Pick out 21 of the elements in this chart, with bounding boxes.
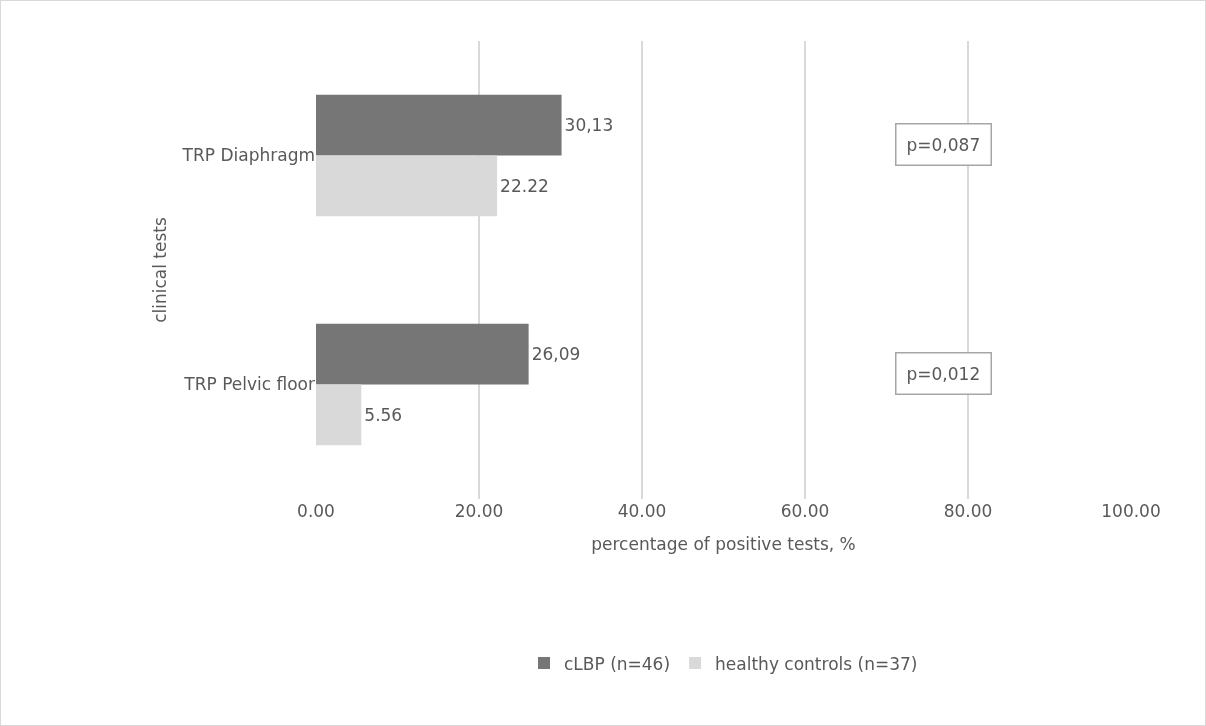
data-label: 30,13 [564,115,614,136]
y-tick-label: TRP Diaphragm [181,145,315,166]
y-axis-title: clinical tests [150,217,171,323]
bar [316,94,562,156]
x-axis-title: percentage of positive tests, % [591,534,856,555]
x-tick-label: 100.00 [1101,501,1161,521]
data-label: 5.56 [364,404,403,425]
x-tick-label: 40.00 [617,501,667,521]
x-tick-label: 80.00 [943,501,993,521]
x-tick-label: 60.00 [780,501,830,521]
bar [316,323,529,385]
data-label: 26,09 [531,344,581,365]
annotation: p=0,087 [906,134,981,155]
bar [316,384,362,446]
y-tick-label: TRP Pelvic floor [183,374,315,395]
x-tick-label: 20.00 [454,501,504,521]
annotation: p=0,012 [906,363,981,384]
data-label: 22.22 [500,175,549,196]
x-tick-label: 0.00 [297,501,335,521]
legend-label: healthy controls (n=37) [715,653,918,674]
legend-label: cLBP (n=46) [564,653,671,674]
